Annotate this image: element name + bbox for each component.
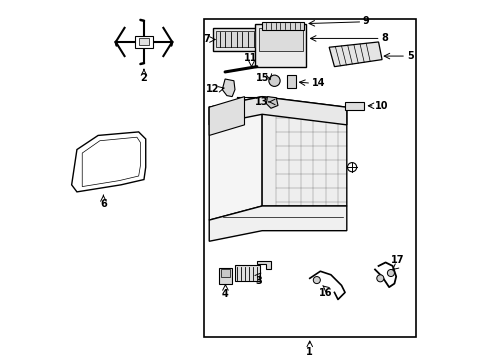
Polygon shape	[209, 96, 346, 125]
Text: 9: 9	[362, 16, 368, 26]
Bar	[255, 24, 305, 67]
Text: 10: 10	[374, 101, 388, 111]
Text: 12: 12	[206, 84, 220, 94]
Circle shape	[313, 276, 320, 284]
Text: 16: 16	[318, 288, 332, 298]
Bar	[286, 75, 295, 88]
Text: 17: 17	[390, 255, 404, 265]
Circle shape	[268, 75, 280, 86]
Text: 13: 13	[254, 97, 267, 107]
Polygon shape	[209, 96, 244, 135]
Bar	[203, 19, 415, 337]
Circle shape	[376, 275, 383, 282]
Bar	[139, 39, 149, 45]
Bar	[258, 28, 302, 51]
Bar	[212, 28, 258, 51]
Bar	[262, 22, 304, 30]
Polygon shape	[209, 206, 346, 241]
Text: 3: 3	[255, 276, 262, 286]
Text: 15: 15	[255, 73, 268, 83]
Bar	[218, 268, 232, 284]
Bar	[235, 265, 259, 281]
Polygon shape	[266, 96, 278, 108]
Circle shape	[386, 270, 394, 276]
Text: 1: 1	[306, 347, 312, 357]
Polygon shape	[222, 79, 235, 96]
Text: 7: 7	[203, 35, 210, 45]
Polygon shape	[72, 132, 145, 192]
Text: 14: 14	[311, 77, 325, 87]
Text: 6: 6	[100, 199, 106, 209]
Bar	[345, 102, 364, 110]
Polygon shape	[256, 261, 270, 270]
Polygon shape	[328, 42, 381, 67]
Text: 8: 8	[381, 33, 387, 44]
Bar	[220, 270, 230, 277]
Text: 11: 11	[243, 53, 257, 63]
Bar	[135, 36, 152, 48]
Text: 2: 2	[140, 73, 147, 83]
Bar	[216, 31, 255, 47]
Text: 5: 5	[406, 51, 413, 61]
Polygon shape	[262, 96, 346, 206]
Circle shape	[347, 163, 356, 172]
Text: 4: 4	[222, 289, 228, 299]
Polygon shape	[209, 96, 262, 220]
